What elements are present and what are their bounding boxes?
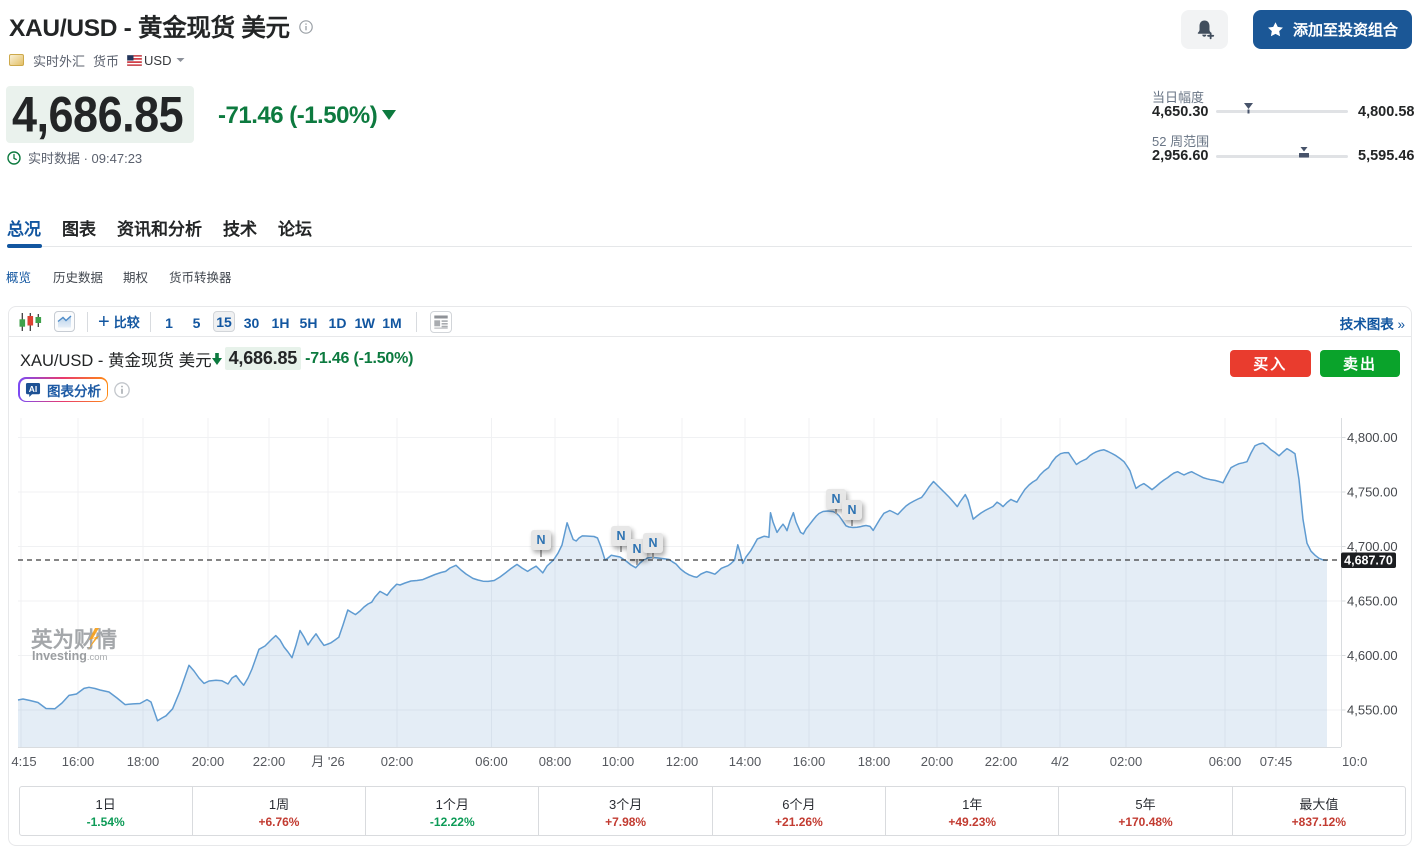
- svg-text:AI: AI: [29, 384, 37, 394]
